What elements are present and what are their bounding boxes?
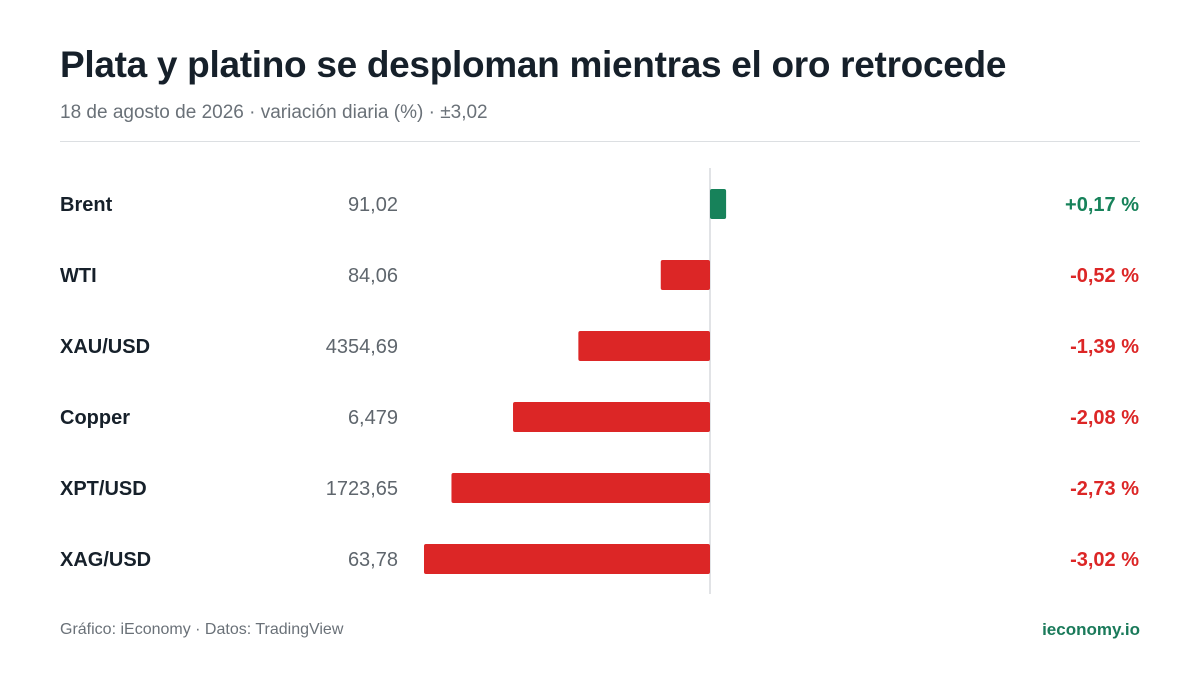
value-label: -2,08 % [1070, 407, 1139, 429]
price-label: 4354,69 [326, 336, 398, 358]
bar [451, 473, 710, 503]
bar [660, 260, 710, 290]
category-label: Copper [60, 407, 130, 429]
value-label: -2,73 % [1070, 478, 1139, 500]
category-label: Brent [60, 194, 113, 216]
brand-link[interactable]: ieconomy.io [1042, 620, 1140, 639]
category-label: XPT/USD [60, 478, 147, 500]
value-label: -1,39 % [1070, 336, 1139, 358]
bar [513, 402, 710, 432]
header-divider [60, 141, 1140, 142]
bar [424, 544, 710, 574]
value-label: +0,17 % [1065, 194, 1139, 216]
category-label: XAG/USD [60, 549, 151, 571]
price-label: 84,06 [348, 265, 398, 287]
category-label: WTI [60, 265, 97, 287]
bar [578, 331, 710, 361]
price-label: 1723,65 [326, 478, 398, 500]
chart-title: Plata y platino se desploman mientras el… [60, 44, 1007, 85]
source-credit: Gráfico: iEconomy · Datos: TradingView [60, 621, 344, 638]
price-label: 63,78 [348, 549, 398, 571]
price-label: 6,479 [348, 407, 398, 429]
bar [710, 189, 727, 219]
value-label: -3,02 % [1070, 549, 1139, 571]
chart-subtitle: 18 de agosto de 2026 · variación diaria … [60, 102, 488, 123]
value-label: -0,52 % [1070, 265, 1139, 287]
price-label: 91,02 [348, 194, 398, 216]
category-label: XAU/USD [60, 336, 150, 358]
